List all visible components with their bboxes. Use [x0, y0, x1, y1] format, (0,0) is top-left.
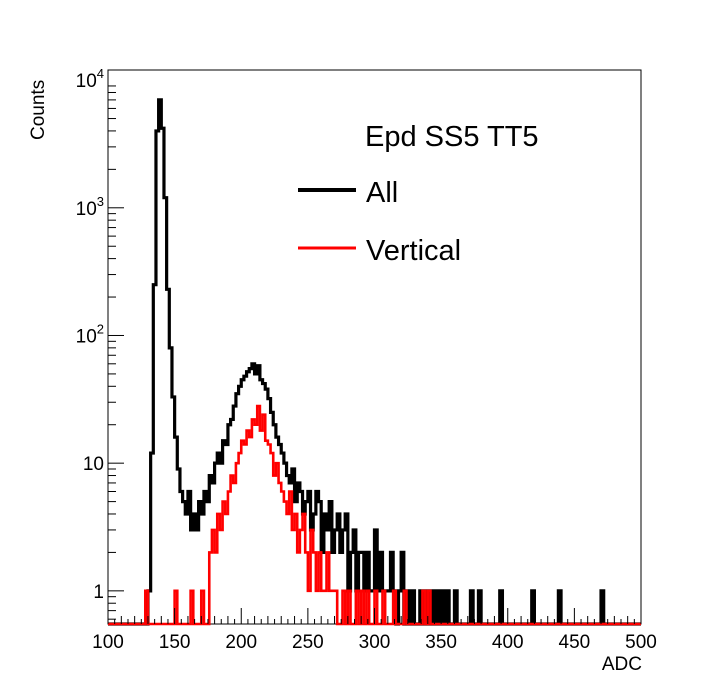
y-tick-label: 104: [76, 66, 104, 92]
x-tick-label: 100: [92, 632, 124, 653]
y-axis: 1 10 102 103 104: [76, 66, 124, 620]
x-tick-label: 400: [492, 632, 524, 653]
legend-title: Epd SS5 TT5: [365, 121, 539, 153]
x-tick-label: 300: [359, 632, 391, 653]
x-tick-label: 350: [425, 632, 457, 653]
legend: Epd SS5 TT5 All Vertical: [298, 121, 539, 267]
x-tick-label: 450: [559, 632, 591, 653]
legend-label-all: All: [366, 177, 398, 209]
x-axis-title: ADC: [602, 654, 642, 675]
x-tick-label: 500: [625, 632, 657, 653]
legend-label-vertical: Vertical: [366, 235, 461, 267]
series-layer: [108, 98, 641, 626]
y-axis-title: Counts: [28, 80, 49, 140]
x-tick-label: 250: [292, 632, 324, 653]
y-tick-label: 1: [93, 582, 104, 603]
x-tick-label: 200: [225, 632, 257, 653]
series-line-vertical: [108, 404, 641, 626]
y-tick-label: 102: [76, 321, 104, 347]
y-tick-label: 103: [76, 194, 104, 220]
x-tick-label: 150: [159, 632, 191, 653]
x-axis: 100 150 200 250 300 350 400 450 500: [92, 608, 657, 653]
y-tick-label: 10: [83, 454, 104, 475]
